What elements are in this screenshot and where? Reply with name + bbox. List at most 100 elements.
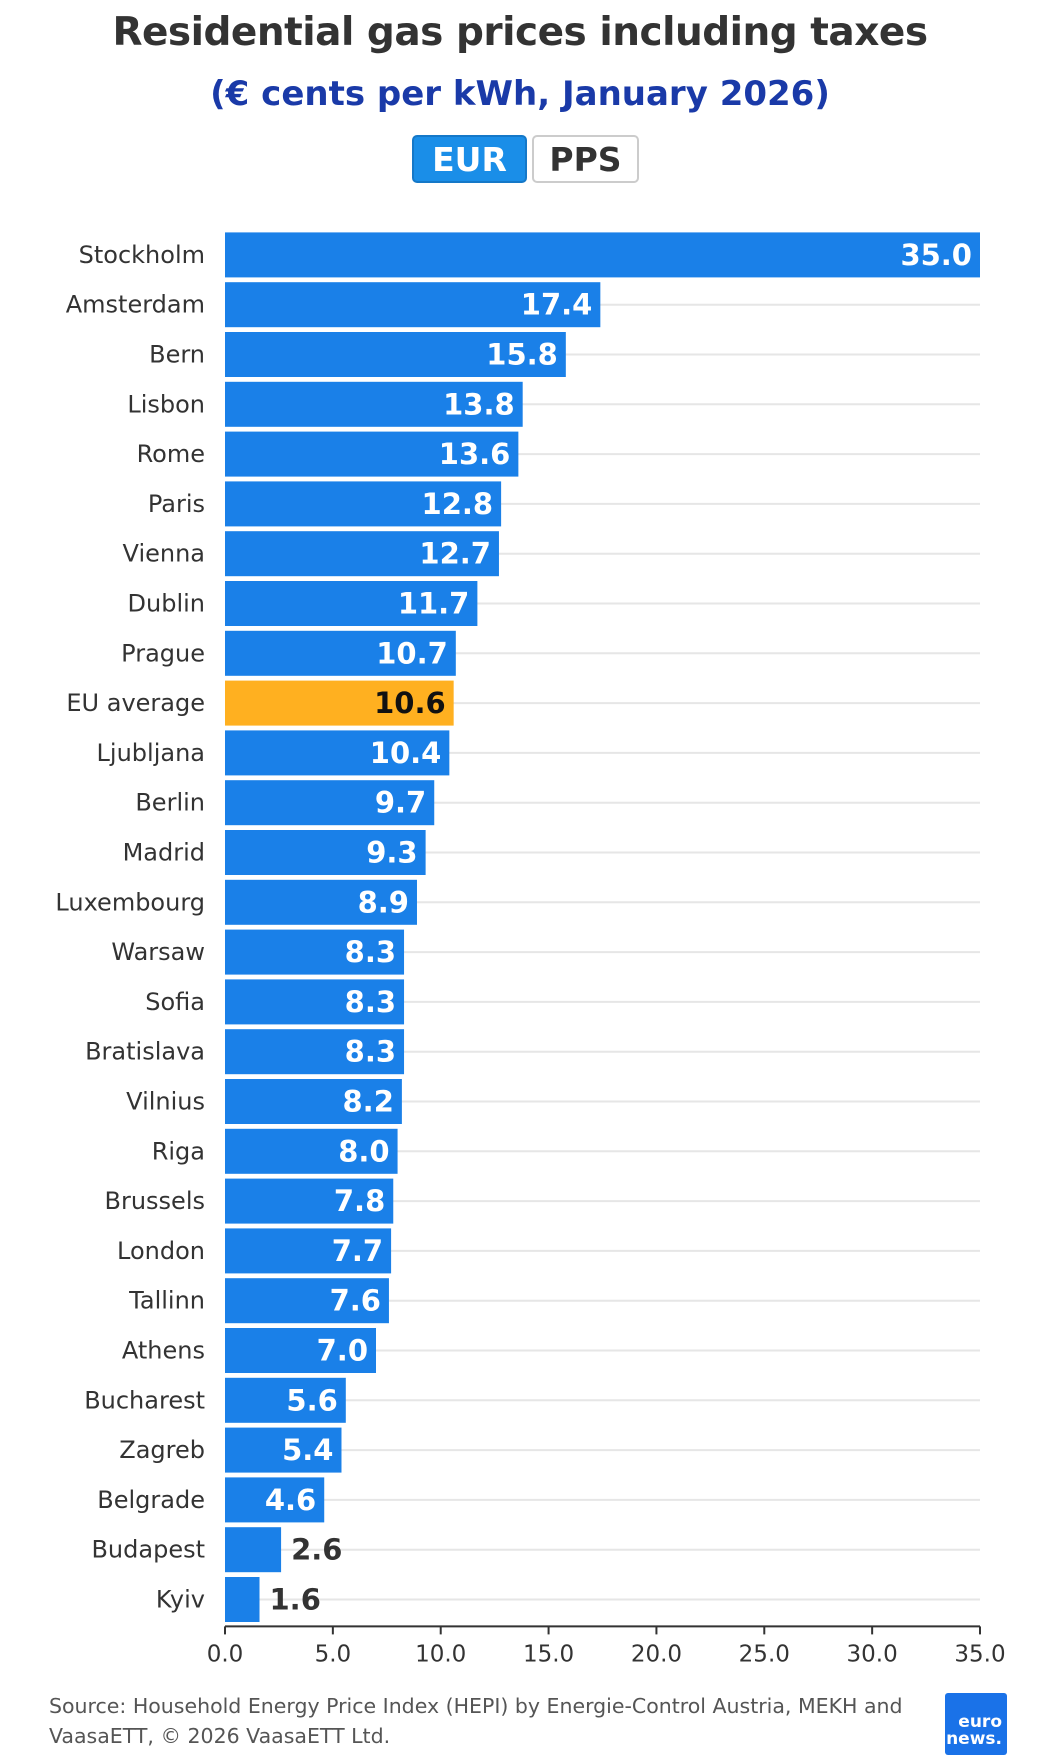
x-tick-label: 25.0	[739, 1641, 790, 1667]
bar	[225, 879, 417, 925]
bar	[225, 581, 478, 626]
data-label: 13.6	[439, 437, 511, 471]
data-label: 7.6	[330, 1284, 381, 1318]
category-label: Kyiv	[156, 1586, 205, 1614]
category-label: Bratislava	[85, 1038, 205, 1066]
data-label: 4.6	[265, 1483, 316, 1517]
bar	[225, 1527, 282, 1573]
x-tick-label: 15.0	[523, 1641, 574, 1667]
logo-text-euro: euro	[958, 1712, 1002, 1732]
category-label: Bucharest	[84, 1386, 205, 1414]
data-label: 10.7	[376, 636, 448, 670]
bar	[225, 1029, 405, 1075]
pps-toggle-button[interactable]: PPS	[532, 135, 639, 183]
data-label: 7.0	[317, 1334, 368, 1368]
category-label: Brussels	[105, 1187, 206, 1215]
category-label: Lisbon	[127, 390, 205, 418]
bar	[225, 780, 435, 826]
category-label: Berlin	[135, 789, 205, 817]
bar	[225, 1128, 398, 1174]
category-label: Bern	[149, 341, 205, 369]
bar	[225, 1228, 392, 1274]
data-label: 8.3	[345, 1035, 396, 1069]
bar	[225, 282, 601, 328]
bar	[225, 431, 519, 477]
data-label: 13.8	[443, 387, 515, 421]
x-tick-label: 0.0	[207, 1641, 244, 1667]
data-label: 10.6	[374, 686, 446, 720]
category-label: EU average	[66, 689, 205, 717]
category-label: Luxembourg	[55, 888, 205, 916]
category-label: Vienna	[123, 540, 205, 568]
category-label: Vilnius	[126, 1088, 205, 1116]
bar	[225, 730, 450, 776]
logo-text-news: news.	[946, 1729, 1002, 1749]
x-tick-label: 5.0	[315, 1641, 352, 1667]
bar	[225, 381, 523, 427]
data-label: 8.3	[345, 985, 396, 1019]
x-tick-label: 20.0	[631, 1641, 682, 1667]
data-label: 10.4	[370, 736, 442, 770]
data-label: 17.4	[521, 288, 593, 322]
category-label: Zagreb	[119, 1436, 205, 1464]
data-label: 8.2	[343, 1085, 394, 1119]
data-label: 11.7	[398, 587, 470, 621]
bar	[225, 929, 405, 975]
bar	[225, 1278, 389, 1324]
x-tick-label: 30.0	[847, 1641, 898, 1667]
euronews-logo[interactable]: euro news.	[945, 1693, 1007, 1755]
data-label: 9.3	[366, 836, 417, 870]
bar-chart: Stockholm 35.0 Amsterdam 17.4 Bern 15.8 Lisbon…	[55, 232, 1006, 1667]
category-label: Madrid	[123, 839, 205, 867]
data-label: 9.7	[375, 786, 426, 820]
chart-title: Residential gas prices including taxes	[112, 10, 928, 55]
bar	[225, 232, 980, 278]
data-label: 5.6	[286, 1383, 337, 1417]
bar	[225, 1079, 402, 1124]
category-label: Sofia	[145, 988, 205, 1016]
x-tick-label: 35.0	[954, 1641, 1005, 1667]
bar	[225, 1577, 260, 1622]
category-label: Riga	[152, 1137, 205, 1165]
data-label: 8.9	[358, 885, 409, 919]
chart-subtitle: (€ cents per kWh, January 2026)	[210, 74, 830, 114]
category-label: Stockholm	[79, 241, 205, 269]
category-label: Ljubljana	[97, 739, 205, 767]
data-label: 1.6	[270, 1583, 321, 1617]
bar	[225, 630, 456, 676]
data-label: 35.0	[900, 238, 972, 272]
bar	[225, 979, 405, 1025]
bar	[225, 1178, 394, 1224]
category-label: Amsterdam	[66, 291, 205, 319]
data-label: 15.8	[486, 338, 558, 372]
bar	[225, 1377, 346, 1423]
eur-toggle-button[interactable]: EUR	[412, 135, 527, 183]
category-label: Belgrade	[97, 1486, 205, 1514]
category-label: Budapest	[91, 1536, 205, 1564]
data-label: 8.0	[338, 1134, 389, 1168]
data-label: 12.8	[422, 487, 494, 521]
bar	[225, 332, 566, 377]
bar	[225, 481, 502, 527]
category-label: London	[117, 1237, 205, 1265]
category-label: Athens	[122, 1337, 205, 1365]
category-label: Rome	[137, 440, 205, 468]
bar	[225, 1477, 325, 1523]
data-label: 7.7	[332, 1234, 383, 1268]
data-label: 7.8	[334, 1184, 385, 1218]
category-label: Prague	[121, 639, 205, 667]
data-label: 5.4	[282, 1433, 333, 1467]
category-label: Tallinn	[128, 1287, 205, 1315]
category-label: Warsaw	[111, 938, 205, 966]
data-label: 12.7	[419, 537, 491, 571]
category-label: Paris	[148, 490, 205, 518]
category-label: Dublin	[128, 590, 205, 618]
x-tick-label: 10.0	[415, 1641, 466, 1667]
source-note: Source: Household Energy Price Index (HE…	[49, 1694, 903, 1748]
bar	[225, 680, 454, 726]
bar	[225, 1328, 376, 1373]
bar	[225, 531, 499, 577]
bar	[225, 830, 426, 875]
bar	[225, 1427, 342, 1473]
data-label: 2.6	[291, 1533, 342, 1567]
